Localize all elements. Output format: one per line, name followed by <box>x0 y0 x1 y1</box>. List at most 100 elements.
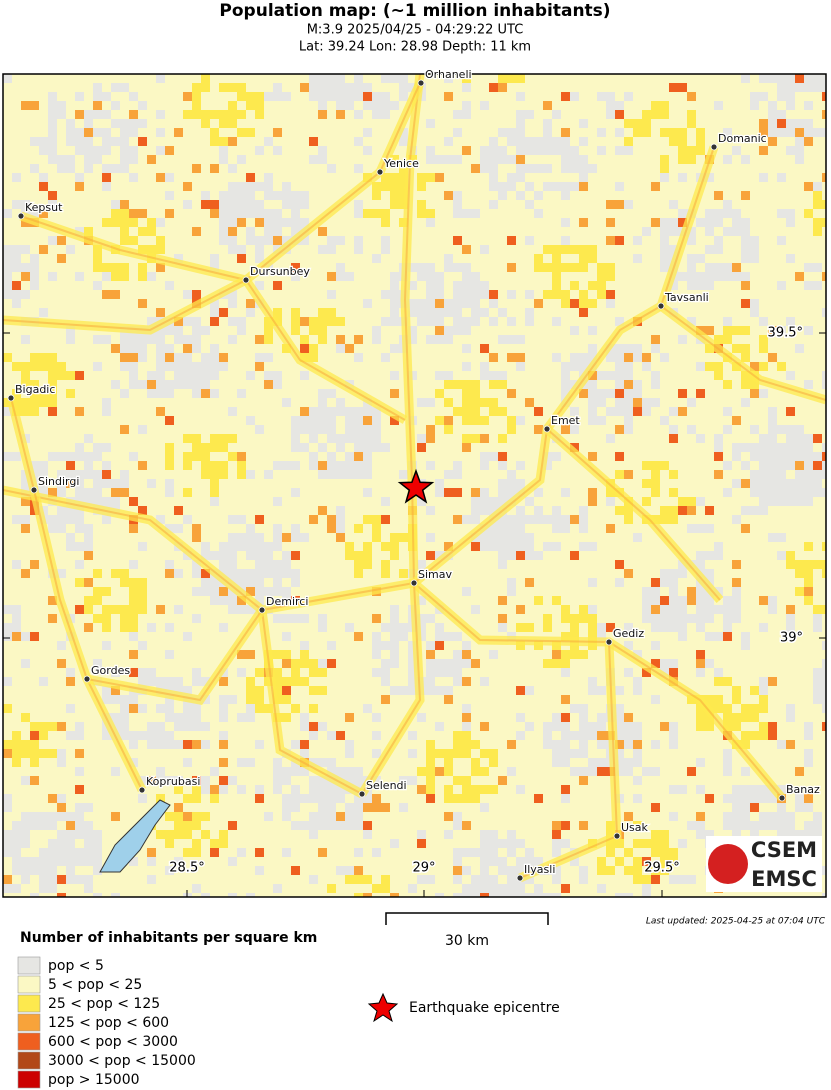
cell <box>444 137 453 146</box>
cell <box>30 254 39 263</box>
cell <box>444 92 453 101</box>
cell <box>39 488 48 497</box>
cell <box>732 218 741 227</box>
cell <box>426 317 435 326</box>
cell <box>426 614 435 623</box>
cell <box>606 299 615 308</box>
cell <box>444 425 453 434</box>
cell <box>129 731 138 740</box>
cell <box>561 362 570 371</box>
cell <box>462 263 471 272</box>
cell <box>786 254 795 263</box>
cell <box>732 209 741 218</box>
cell <box>624 398 633 407</box>
cell <box>156 515 165 524</box>
cell <box>570 767 579 776</box>
cell <box>615 857 624 866</box>
cell <box>606 290 615 299</box>
cell <box>750 245 759 254</box>
cell <box>237 317 246 326</box>
cell <box>120 713 129 722</box>
cell <box>48 488 57 497</box>
cell <box>426 740 435 749</box>
cell <box>255 596 264 605</box>
cell <box>480 839 489 848</box>
cell <box>471 281 480 290</box>
cell <box>129 209 138 218</box>
cell <box>336 794 345 803</box>
cell <box>426 263 435 272</box>
cell <box>246 470 255 479</box>
cell <box>723 614 732 623</box>
cell <box>111 488 120 497</box>
cell <box>597 731 606 740</box>
cell <box>651 398 660 407</box>
cell <box>480 398 489 407</box>
cell <box>516 191 525 200</box>
cell <box>633 740 642 749</box>
cell <box>210 497 219 506</box>
cell <box>300 749 309 758</box>
cell <box>597 857 606 866</box>
cell <box>444 254 453 263</box>
cell <box>552 290 561 299</box>
cell <box>732 515 741 524</box>
cell <box>417 173 426 182</box>
cell <box>759 470 768 479</box>
cell <box>723 128 732 137</box>
cell <box>588 731 597 740</box>
cell <box>768 479 777 488</box>
cell <box>318 722 327 731</box>
cell <box>255 695 264 704</box>
cell <box>588 686 597 695</box>
cell <box>489 83 498 92</box>
cell <box>525 290 534 299</box>
cell <box>660 254 669 263</box>
cell <box>93 470 102 479</box>
cell <box>651 659 660 668</box>
cell <box>354 74 363 83</box>
cell <box>444 668 453 677</box>
cell <box>345 551 354 560</box>
cell <box>12 857 21 866</box>
road-core <box>660 305 826 401</box>
cell <box>489 506 498 515</box>
cell <box>606 371 615 380</box>
cell <box>48 722 57 731</box>
cell <box>489 857 498 866</box>
cell <box>372 713 381 722</box>
cell <box>480 677 489 686</box>
cell <box>462 209 471 218</box>
cell <box>57 659 66 668</box>
cell <box>453 461 462 470</box>
cell <box>309 704 318 713</box>
cell <box>48 200 57 209</box>
cell <box>480 290 489 299</box>
cell <box>417 875 426 884</box>
cell <box>705 281 714 290</box>
cell <box>156 371 165 380</box>
cell <box>273 218 282 227</box>
cell <box>588 632 597 641</box>
cell <box>165 839 174 848</box>
cell <box>93 263 102 272</box>
cell <box>579 299 588 308</box>
cell <box>345 875 354 884</box>
cell <box>48 452 57 461</box>
cell <box>102 605 111 614</box>
cell <box>705 272 714 281</box>
cell <box>84 461 93 470</box>
cell <box>282 659 291 668</box>
cell <box>624 569 633 578</box>
cell <box>561 128 570 137</box>
cell <box>390 416 399 425</box>
cell <box>93 335 102 344</box>
cell <box>129 695 138 704</box>
cell <box>390 191 399 200</box>
cell <box>714 605 723 614</box>
cell <box>228 119 237 128</box>
cell <box>201 443 210 452</box>
cell <box>552 317 561 326</box>
cell <box>192 326 201 335</box>
cell <box>201 353 210 362</box>
